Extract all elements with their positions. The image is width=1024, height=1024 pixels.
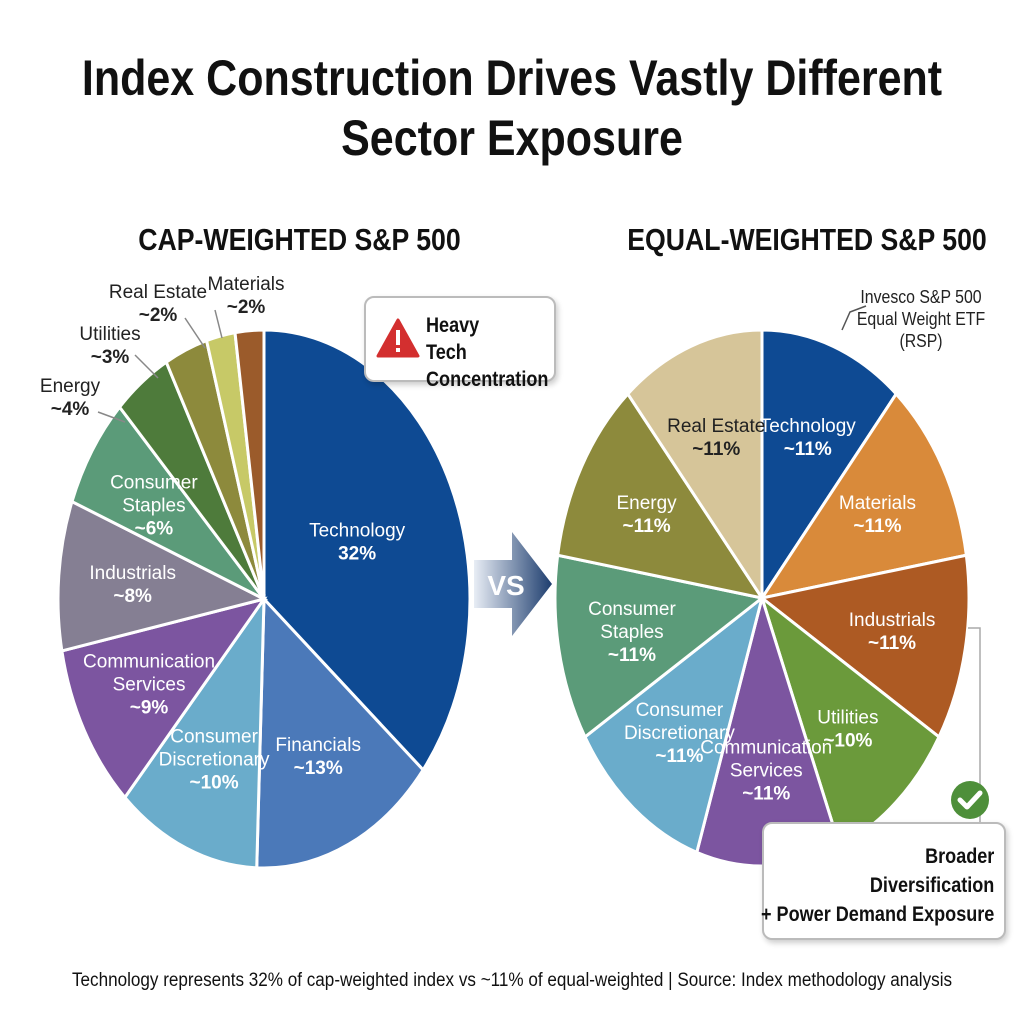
leader-line <box>184 317 206 349</box>
pie-slice-technology <box>760 328 899 604</box>
cap-weighted-pie <box>56 328 472 870</box>
callout-line: Broader <box>924 845 994 868</box>
pie-slice-financials <box>255 595 425 870</box>
slice-label: Materials ~11% <box>839 493 916 537</box>
callout-line: + Power Demand Exposure <box>760 903 994 926</box>
slice-label: Utilities ~3% <box>79 324 140 368</box>
leader-line <box>134 354 159 379</box>
slice-label: Consumer Discretionary ~10% <box>159 726 270 793</box>
slice-label: Financials ~13% <box>275 735 361 779</box>
slice-label: Industrials ~8% <box>89 563 176 607</box>
pie-slice-materials <box>233 328 266 600</box>
slice-label: Utilities ~10% <box>817 708 878 752</box>
equal-weighted-title: EQUAL-WEIGHTED S&P 500 <box>627 222 987 257</box>
pie-slice-industrials <box>56 499 269 653</box>
slice-label: Consumer Discretionary ~11% <box>624 700 735 767</box>
pie-slice-energy <box>555 391 766 601</box>
pie-slice-consumer-discretionary <box>583 594 765 855</box>
heavy-tech-callout: Heavy Tech Concentration <box>364 296 556 391</box>
diversification-callout: Broader Diversification + Power Demand E… <box>760 822 1006 940</box>
pie-slice-materials <box>758 391 969 601</box>
pie-slice-real-estate <box>625 328 764 604</box>
slice-label: Communication Services ~9% <box>83 651 215 718</box>
slice-label: Consumer Staples ~11% <box>588 599 676 666</box>
vs-label: VS <box>487 570 524 601</box>
pie-slice-communication-services <box>60 596 268 800</box>
equal-weighted-pie <box>553 328 971 868</box>
slice-label: Industrials ~11% <box>849 610 936 654</box>
slice-label: Energy ~11% <box>616 493 677 537</box>
slice-label: Consumer Staples ~6% <box>110 472 198 539</box>
heavy-tech-text: Heavy Tech Concentration <box>426 314 549 391</box>
check-icon <box>951 781 989 819</box>
pie-slice-consumer-staples <box>70 404 266 601</box>
cap-weighted-title: CAP-WEIGHTED S&P 500 <box>138 222 461 257</box>
vs-arrow: VS <box>474 532 552 636</box>
slice-label: Communication Services ~11% <box>700 737 832 804</box>
callout-bracket <box>968 627 981 822</box>
slice-label: Materials ~2% <box>207 274 284 318</box>
slice-label: Energy ~4% <box>40 376 101 420</box>
pie-slice-industrials <box>758 553 971 740</box>
footer-source: Technology represents 32% of cap-weighte… <box>71 970 953 991</box>
rsp-note: Invesco S&P 500 Equal Weight ETF (RSP) <box>856 287 986 351</box>
slice-label: Technology 32% <box>309 521 406 565</box>
pie-slice-consumer-staples <box>553 553 766 740</box>
slice-label: Technology ~11% <box>760 416 857 460</box>
warning-icon <box>376 318 420 358</box>
rsp-leader <box>841 305 867 331</box>
pie-slice-technology <box>262 328 472 773</box>
chart-title: Index Construction Drives Vastly Differe… <box>81 50 943 166</box>
leader-line <box>214 309 223 339</box>
callout-line: Diversification <box>869 874 994 897</box>
slice-label: Real Estate ~11% <box>667 416 765 460</box>
pie-slice-consumer-discretionary <box>123 594 266 870</box>
leader-line <box>97 411 126 423</box>
slice-label: Real Estate ~2% <box>109 282 207 326</box>
